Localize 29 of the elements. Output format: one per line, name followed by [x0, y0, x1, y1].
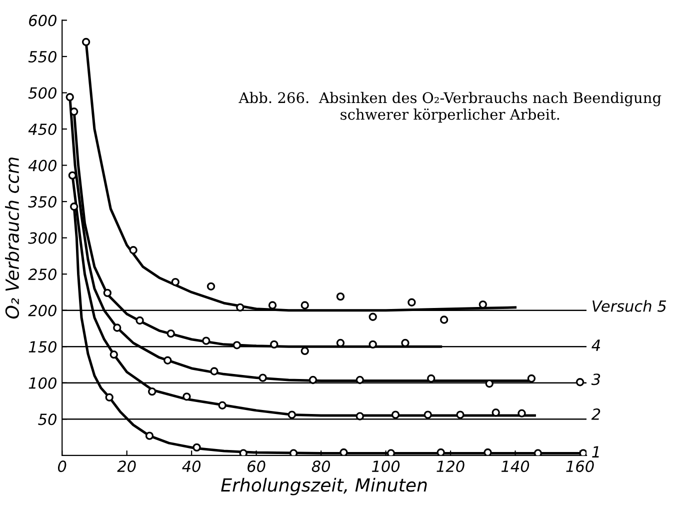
x-tick-label: 40 [182, 460, 201, 472]
x-tick-label: 80 [312, 460, 330, 472]
text: Versuch 5 [592, 300, 666, 312]
y-tick-label: 500 [28, 87, 56, 99]
y-tick-label: 350 [28, 196, 56, 208]
text: Abb. 266. Absinken des O₂-Verbrauchs nach Beendigung schwerer körperlicher Arbeit. [238, 92, 662, 123]
x-tick-label: 140 [501, 460, 530, 472]
x-tick-label: 60 [248, 460, 266, 472]
y-tick-label: 450 [28, 123, 56, 136]
y-tick-label: 150 [28, 341, 56, 353]
series-label: 1 [592, 446, 599, 458]
y-tick-label: 300 [28, 232, 56, 244]
x-tick-label: 0 [58, 460, 66, 472]
x-tick-label: 100 [372, 460, 400, 472]
y-tick-label: 100 [28, 377, 56, 389]
text: 4 [592, 340, 600, 351]
text: 3 [591, 374, 600, 386]
y-tick-label: 50 [38, 414, 56, 426]
y-tick-label: 250 [28, 268, 56, 280]
x-tick-label: 20 [117, 460, 136, 472]
y-axis-title: O₂ Verbrauch ccm [5, 158, 20, 319]
x-axis-title: Erholungszeit, Minuten [221, 478, 427, 496]
y-tick-label: 600 [29, 14, 56, 26]
y-tick-label: 200 [28, 304, 56, 316]
y-tick-label: 550 [28, 50, 56, 63]
y-tick-label: 400 [28, 160, 56, 172]
x-tick-label: 120 [436, 460, 464, 472]
text: 2 [591, 408, 600, 420]
x-tick-label: 160 [566, 460, 594, 472]
